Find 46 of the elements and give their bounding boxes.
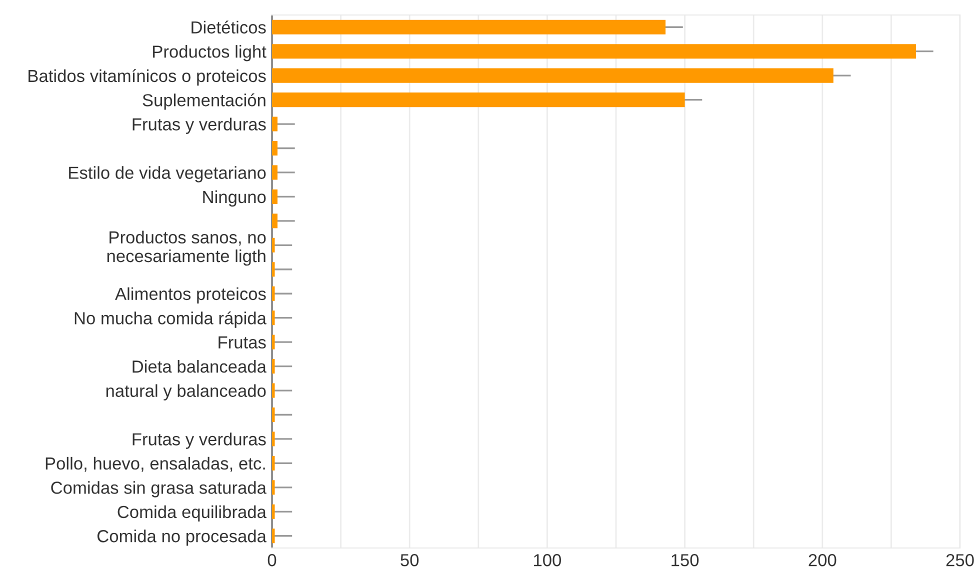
x-tick-label: 0 [268,554,276,566]
y-tick-label: Productos sanos, no necesariamente ligth [107,230,266,266]
bar [272,44,916,59]
x-tick-label: 50 [400,554,419,566]
y-tick-label: Comidas sin grasa saturada [51,481,266,498]
bar [272,383,275,398]
y-tick-label: Ninguno [203,190,266,207]
y-tick-label: Dieta balanceada [132,360,266,373]
x-tick-label: 200 [808,554,836,566]
y-tick-label: Pollo, huevo, ensaladas, etc. [46,456,265,472]
bar [272,310,275,326]
bar [272,359,275,374]
x-tick-label: 100 [534,554,562,566]
bar [272,140,278,156]
bar [272,407,275,422]
y-tick-label: Estilo de vida vegetariano [69,166,266,182]
bar [272,504,275,519]
bar [272,432,275,446]
bar [272,68,834,83]
bar [272,165,278,180]
y-tick-label: Frutas y verduras [132,432,266,449]
y-tick-label: Suplementación [142,93,266,110]
y-tick-label: Comida equilibrada [118,505,266,522]
x-tick-label: 150 [672,554,699,566]
bar [272,528,275,544]
bar [272,214,278,228]
bar [272,20,666,34]
bar [272,480,275,495]
bar [272,92,685,108]
y-tick-label: natural y balanceado [106,384,266,400]
x-tick-label: 250 [946,554,974,566]
y-tick-label: Alimentos proteicos [114,287,266,304]
bar [272,334,275,350]
y-tick-label: Frutas y verduras [132,118,266,134]
y-tick-label: Frutas [218,336,266,349]
y-tick-label: Comida no procesada [97,530,266,546]
bar [272,116,278,132]
y-tick-label: Dietéticos [192,20,266,34]
bar [272,238,275,252]
y-tick-label: Productos light [153,45,266,62]
bar [272,189,278,204]
bar [272,456,275,470]
bar [272,262,275,277]
bar [272,286,275,301]
y-tick-label: Batidos vitamínicos o proteicos [28,69,266,86]
y-tick-label: No mucha comida rápida [74,311,266,328]
